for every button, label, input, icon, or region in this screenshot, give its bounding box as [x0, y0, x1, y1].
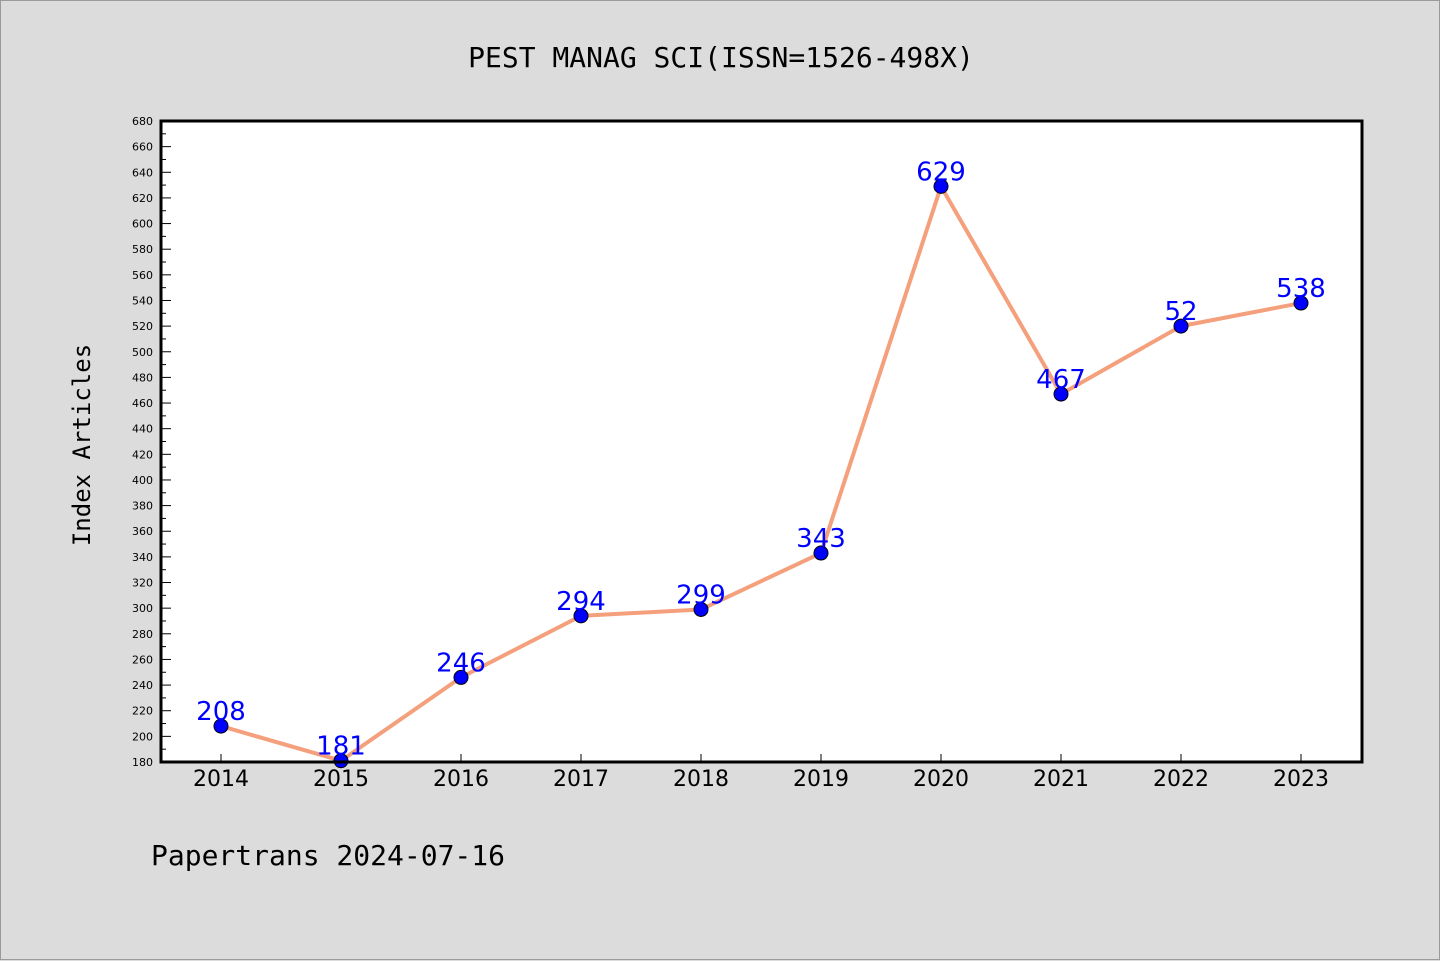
- data-point: [933, 178, 949, 194]
- data-label: 343: [796, 524, 846, 554]
- y-tick-label: 480: [132, 371, 153, 384]
- y-tick-label: 600: [132, 218, 153, 231]
- x-axis-ticks: 2014 2015 2016 2017 2018 2019 2020 2021 2022 2023: [193, 754, 1329, 792]
- y-axis-label: Index Articles: [68, 344, 96, 546]
- data-point: [1293, 295, 1309, 311]
- data-labels: 208 181 246 294 299 343 629 467 52 538: [196, 157, 1326, 761]
- x-tick-label: 2022: [1153, 767, 1209, 792]
- data-label: 299: [676, 580, 726, 610]
- y-tick-label: 500: [132, 346, 153, 359]
- series-layer: [220, 184, 1302, 763]
- y-tick-label: 340: [132, 551, 153, 564]
- y-tick-label: 580: [132, 243, 153, 256]
- data-label: 467: [1036, 365, 1086, 395]
- data-point: [813, 545, 829, 561]
- y-tick-label: 680: [132, 115, 153, 128]
- data-point: [1173, 318, 1189, 334]
- data-point: [573, 608, 589, 624]
- y-tick-label: 420: [132, 448, 153, 461]
- data-label: 246: [436, 648, 486, 678]
- x-tick-label: 2018: [673, 767, 729, 792]
- y-tick-label: 620: [132, 192, 153, 205]
- footer-text: Papertrans 2024-07-16: [151, 839, 505, 872]
- data-point: [213, 718, 229, 734]
- x-tick-label: 2014: [193, 767, 249, 792]
- y-tick-label: 200: [132, 730, 153, 743]
- data-label: 52: [1164, 297, 1197, 327]
- data-label: 629: [916, 157, 966, 187]
- x-tick-label: 2016: [433, 767, 489, 792]
- data-point: [1053, 386, 1069, 402]
- plot-area: [161, 121, 1362, 762]
- y-tick-label: 640: [132, 166, 153, 179]
- x-tick-label: 2015: [313, 767, 369, 792]
- y-tick-label: 380: [132, 500, 153, 513]
- x-tick-label: 2020: [913, 767, 969, 792]
- data-point: [693, 601, 709, 617]
- data-label: 538: [1276, 274, 1326, 304]
- y-tick-label: 320: [132, 577, 153, 590]
- y-tick-label: 460: [132, 397, 153, 410]
- y-tick-label: 520: [132, 320, 153, 333]
- data-label: 181: [316, 732, 366, 762]
- y-tick-label: 260: [132, 653, 153, 666]
- y-tick-label: 440: [132, 423, 153, 436]
- y-tick-label: 280: [132, 628, 153, 641]
- data-label: 208: [196, 697, 246, 727]
- y-tick-label: 240: [132, 679, 153, 692]
- data-label: 294: [556, 587, 606, 617]
- y-axis-ticks: 180 200 220 240 260 280 300 320 340 360 380 400 420 4…: [132, 115, 171, 769]
- x-tick-label: 2019: [793, 767, 849, 792]
- y-tick-label: 400: [132, 474, 153, 487]
- y-tick-label: 180: [132, 756, 153, 769]
- y-tick-label: 220: [132, 705, 153, 718]
- x-tick-label: 2021: [1033, 767, 1089, 792]
- data-point: [453, 669, 469, 685]
- x-tick-label: 2017: [553, 767, 609, 792]
- plot-border: [159, 119, 1364, 764]
- series-line: [220, 184, 1302, 763]
- y-tick-label: 560: [132, 269, 153, 282]
- chart-title: PEST MANAG SCI(ISSN=1526-498X): [468, 41, 974, 74]
- y-tick-label: 660: [132, 141, 153, 154]
- y-tick-label: 360: [132, 525, 153, 538]
- x-tick-label: 2023: [1273, 767, 1329, 792]
- y-tick-label: 540: [132, 294, 153, 307]
- y-tick-label: 300: [132, 602, 153, 615]
